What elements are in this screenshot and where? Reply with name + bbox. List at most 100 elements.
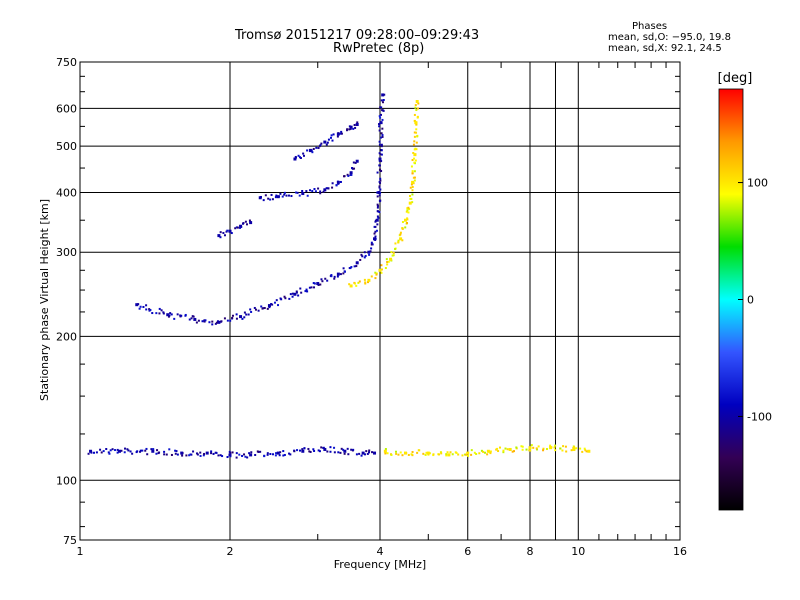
echo-point	[407, 453, 410, 456]
echo-point	[379, 113, 382, 116]
echo-point	[365, 450, 368, 453]
echo-point	[380, 268, 383, 271]
echo-point	[415, 141, 418, 144]
echo-point	[139, 450, 142, 453]
echo-point	[406, 207, 409, 210]
echo-point	[335, 184, 338, 187]
echo-point	[504, 447, 507, 450]
echo-point	[549, 444, 552, 447]
echo-point	[325, 143, 328, 146]
echo-point	[381, 127, 384, 130]
echo-point	[532, 446, 535, 449]
echo-point	[319, 144, 322, 147]
echo-point	[306, 290, 309, 293]
echo-point	[266, 307, 269, 310]
echo-point	[332, 133, 335, 136]
echo-point	[525, 448, 528, 451]
echo-point	[293, 450, 296, 453]
echo-point	[470, 453, 473, 456]
trace-point	[399, 237, 403, 241]
echo-point	[204, 319, 207, 322]
echo-point	[285, 194, 288, 197]
echo-point	[380, 170, 383, 173]
echo-point	[382, 101, 385, 104]
colorbar-tick-label: 0	[747, 294, 754, 307]
echo-point	[370, 241, 373, 244]
echo-point	[395, 452, 398, 455]
echo-point	[245, 313, 248, 316]
echo-point	[414, 106, 417, 109]
echo-point	[219, 231, 222, 234]
echo-point	[364, 282, 367, 285]
echo-point	[370, 247, 373, 250]
echo-point	[298, 156, 301, 159]
echo-point	[340, 132, 343, 135]
x-tick-label: 1	[77, 545, 84, 558]
echo-point	[263, 455, 266, 458]
trace-point	[403, 218, 407, 222]
echo-point	[386, 263, 389, 266]
echo-point	[358, 452, 361, 455]
echo-point	[478, 452, 481, 455]
echo-point	[290, 195, 293, 198]
echo-point	[222, 231, 225, 234]
trace-point	[414, 121, 418, 125]
echo-point	[375, 273, 378, 276]
echo-point	[411, 159, 414, 162]
trace-point	[293, 292, 297, 296]
echo-point	[271, 303, 274, 306]
echo-point	[264, 194, 267, 197]
echo-point	[202, 454, 205, 457]
echo-point	[575, 447, 578, 450]
echo-point	[321, 280, 324, 283]
echo-point	[272, 453, 275, 456]
echo-point	[220, 320, 223, 323]
echo-point	[413, 176, 416, 179]
echo-point	[269, 453, 272, 456]
echo-point	[354, 126, 357, 129]
echo-point	[151, 312, 154, 315]
echo-point	[262, 199, 265, 202]
trace-point	[267, 304, 271, 308]
echo-point	[428, 452, 431, 455]
echo-point	[358, 280, 361, 283]
echo-point	[188, 318, 191, 321]
echo-point	[376, 204, 379, 207]
echo-point	[440, 452, 443, 455]
echo-point	[327, 187, 330, 190]
echo-point	[114, 449, 117, 452]
echo-point	[486, 453, 489, 456]
trace-point	[239, 315, 243, 319]
trace-point	[249, 453, 253, 457]
echo-point	[379, 179, 382, 182]
trace-point	[316, 282, 320, 286]
echo-point	[192, 315, 195, 318]
y-tick-label: 200	[56, 330, 77, 343]
echo-point	[461, 454, 464, 457]
echo-point	[364, 254, 367, 257]
plot-frame	[79, 61, 681, 541]
echo-point	[141, 449, 144, 452]
trace-point	[343, 449, 347, 453]
echo-point	[422, 452, 425, 455]
echo-point	[241, 222, 244, 225]
echo-point	[366, 452, 369, 455]
echo-point	[378, 194, 381, 197]
trace-point	[447, 453, 451, 457]
echo-point	[412, 143, 415, 146]
echo-point	[357, 281, 360, 284]
echo-point	[404, 226, 407, 229]
echo-point	[212, 452, 215, 455]
echo-point	[241, 454, 244, 457]
echo-point	[287, 194, 290, 197]
x-tick-label: 6	[464, 545, 471, 558]
echo-point	[355, 453, 358, 456]
echo-point	[243, 311, 246, 314]
echo-point	[411, 189, 414, 192]
echo-point	[169, 312, 172, 315]
x-tick-label: 8	[527, 545, 534, 558]
echo-point	[139, 305, 142, 308]
echo-point	[107, 451, 110, 454]
echo-point	[297, 294, 300, 297]
echo-point	[296, 191, 299, 194]
